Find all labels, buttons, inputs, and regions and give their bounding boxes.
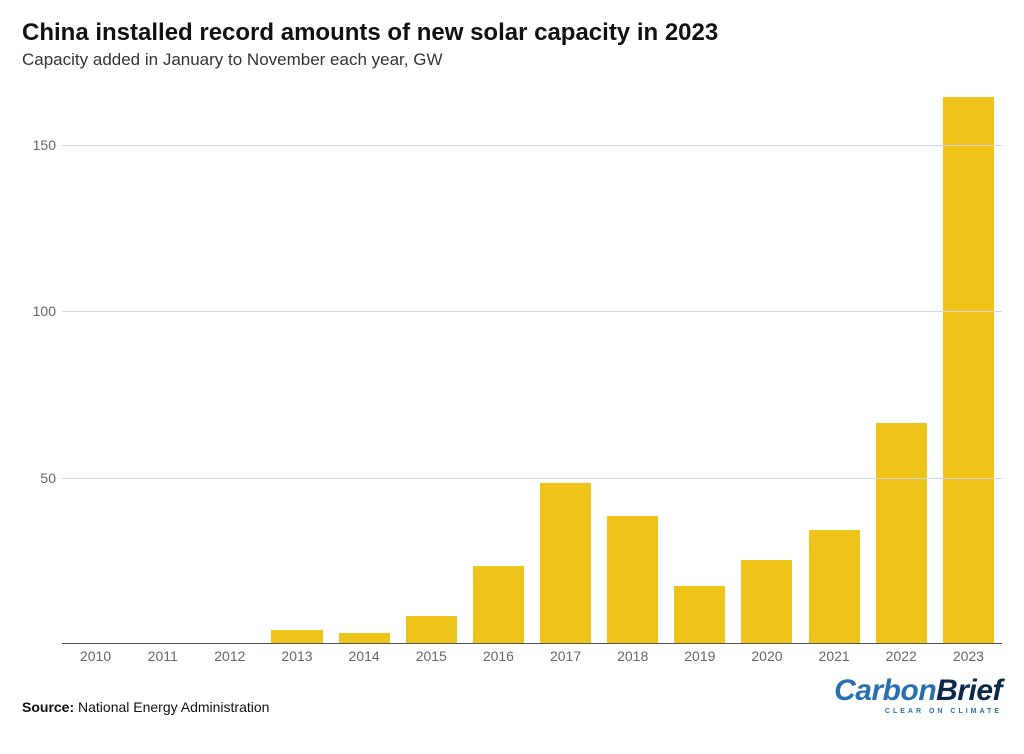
bar-slot: [935, 78, 1002, 643]
bar-slot: [868, 78, 935, 643]
x-tick-label: 2017: [532, 644, 599, 666]
x-tick-label: 2012: [196, 644, 263, 666]
bar-slot: [196, 78, 263, 643]
chart-footer: Source: National Energy Administration C…: [22, 676, 1002, 725]
source-line: Source: National Energy Administration: [22, 699, 269, 715]
bar: [339, 633, 390, 643]
x-tick-label: 2018: [599, 644, 666, 666]
bar-slot: [398, 78, 465, 643]
bar: [473, 566, 524, 643]
bar-slot: [599, 78, 666, 643]
bar-slot: [801, 78, 868, 643]
x-tick-label: 2020: [733, 644, 800, 666]
bar-slot: [532, 78, 599, 643]
chart-title: China installed record amounts of new so…: [22, 18, 1002, 48]
bar-slot: [62, 78, 129, 643]
bar: [674, 586, 725, 643]
gridline: [62, 145, 1002, 146]
bar-slot: [465, 78, 532, 643]
bar: [406, 616, 457, 643]
brand-tagline: CLEAR ON CLIMATE: [834, 708, 1002, 715]
y-tick-label: 150: [33, 137, 56, 153]
bar-slot: [129, 78, 196, 643]
chart-subtitle: Capacity added in January to November ea…: [22, 50, 1002, 70]
x-tick-label: 2014: [331, 644, 398, 666]
brand-logo: CarbonBrief CLEAR ON CLIMATE: [834, 676, 1002, 715]
bar: [943, 97, 994, 643]
gridline: [62, 311, 1002, 312]
brand-part1: Carbon: [834, 674, 936, 707]
y-axis: 50 100 150: [22, 78, 62, 644]
x-tick-label: 2013: [263, 644, 330, 666]
bar: [540, 483, 591, 643]
x-tick-label: 2015: [398, 644, 465, 666]
brand-wordmark: CarbonBrief: [834, 676, 1002, 706]
bar-slot: [263, 78, 330, 643]
x-axis-labels: 2010201120122013201420152016201720182019…: [62, 644, 1002, 666]
bar: [741, 560, 792, 643]
chart-container: China installed record amounts of new so…: [0, 0, 1024, 754]
source-text: National Energy Administration: [78, 699, 269, 715]
x-tick-label: 2021: [801, 644, 868, 666]
bar-slot: [331, 78, 398, 643]
x-tick-label: 2019: [666, 644, 733, 666]
y-tick-label: 50: [40, 470, 56, 486]
bar: [271, 630, 322, 643]
y-tick-label: 100: [33, 303, 56, 319]
bar: [607, 516, 658, 643]
plot: [62, 78, 1002, 644]
bars-group: [62, 78, 1002, 643]
brand-part2: Brief: [936, 674, 1002, 707]
x-tick-label: 2023: [935, 644, 1002, 666]
bar-slot: [733, 78, 800, 643]
x-tick-label: 2010: [62, 644, 129, 666]
x-tick-label: 2016: [465, 644, 532, 666]
x-tick-label: 2022: [868, 644, 935, 666]
bar-slot: [666, 78, 733, 643]
bar: [876, 423, 927, 643]
bar: [809, 530, 860, 643]
plot-area: 50100150 2010201120122013201420152016201…: [22, 78, 1002, 666]
source-prefix: Source:: [22, 699, 74, 715]
gridline: [62, 478, 1002, 479]
x-tick-label: 2011: [129, 644, 196, 666]
